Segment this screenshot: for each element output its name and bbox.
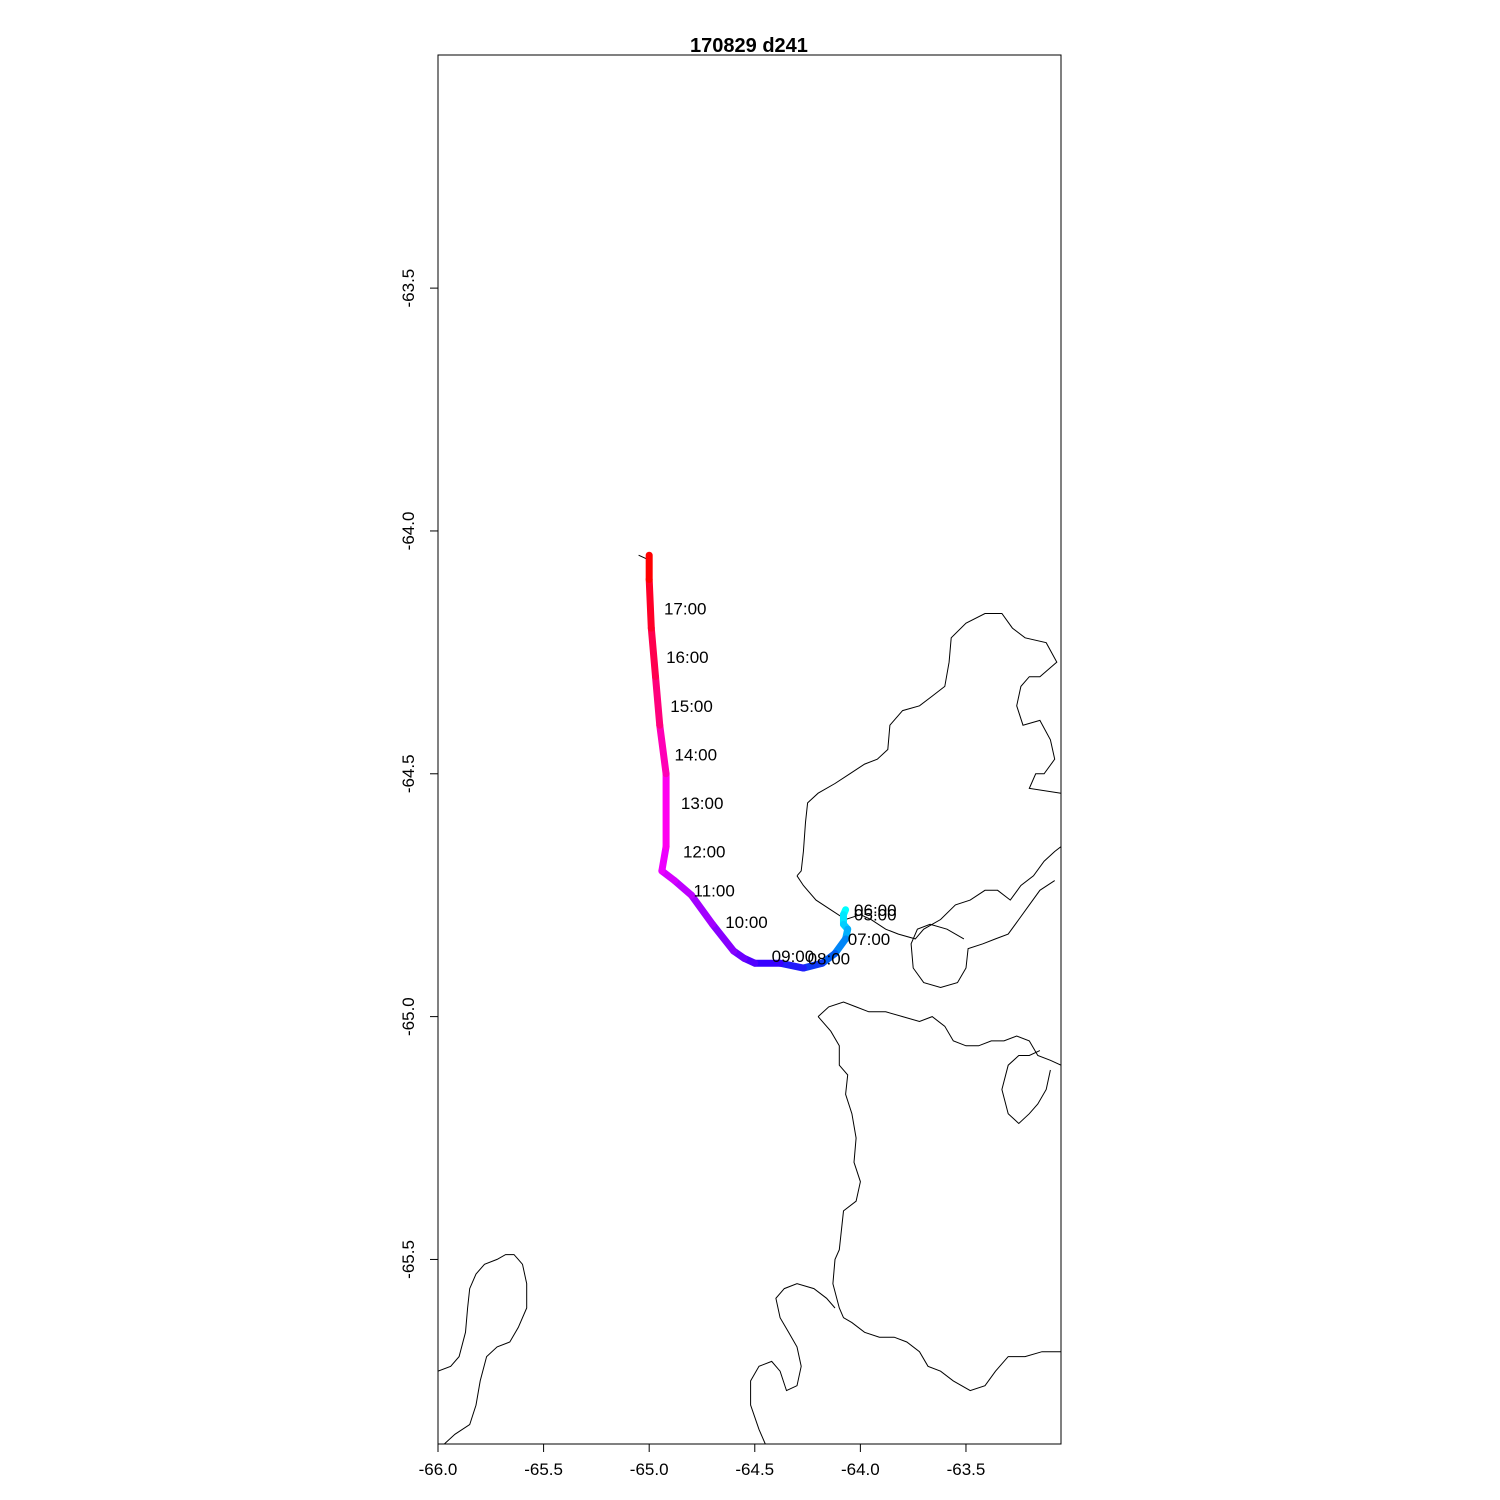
time-label: 13:00 — [681, 794, 724, 813]
time-label: 08:00 — [808, 949, 851, 968]
track-segment — [647, 624, 660, 681]
coastline-7 — [750, 1283, 836, 1444]
track-segment — [652, 673, 664, 729]
time-label: 06:00 — [854, 901, 897, 920]
map-title: 170829 d241 — [690, 35, 808, 57]
coastline-2 — [910, 880, 1055, 989]
time-label: 07:00 — [848, 930, 891, 949]
plot-frame — [437, 54, 1062, 1445]
y-tick-label: -64.5 — [399, 754, 418, 793]
coastline-layer — [438, 554, 1061, 1444]
time-label: 11:00 — [694, 881, 735, 900]
time-label: 17:00 — [664, 600, 707, 619]
time-label: 09:00 — [772, 947, 815, 966]
x-tick-label: -65.0 — [630, 1460, 669, 1479]
track-segment — [645, 576, 655, 632]
coastline-6 — [1001, 1050, 1051, 1125]
track-segment — [658, 843, 670, 875]
coastline-1 — [796, 846, 1061, 940]
track-layer — [645, 551, 852, 972]
x-tick-label: -64.5 — [735, 1460, 774, 1479]
track-segment — [671, 877, 695, 899]
y-tick-label: -63.5 — [399, 269, 418, 308]
coastline-8 — [438, 1254, 528, 1444]
track-segment — [709, 920, 738, 955]
x-tick-label: -65.5 — [524, 1460, 563, 1479]
y-tick-label: -64.0 — [399, 512, 418, 551]
coastline-4 — [817, 1016, 1061, 1392]
x-tick-label: -63.5 — [947, 1460, 986, 1479]
x-tick-label: -64.0 — [841, 1460, 880, 1479]
time-label: 10:00 — [725, 913, 768, 932]
time-label: 16:00 — [666, 648, 709, 667]
y-tick-label: -65.0 — [399, 997, 418, 1036]
time-label: 15:00 — [670, 697, 713, 716]
x-tick-label: -66.0 — [419, 1460, 458, 1479]
track-segment — [687, 891, 717, 928]
axis-layer: -66.0 -65.5 -65.0 -64.5 -64.0 -63.5 -63.5 -64.0… — [399, 269, 985, 1479]
time-label: 05:00 — [854, 906, 897, 925]
time-label: 14:00 — [675, 745, 718, 764]
track-segment — [776, 959, 807, 972]
time-label: 12:00 — [683, 842, 726, 861]
coastline-5 — [817, 1001, 1061, 1066]
track-segment — [656, 721, 670, 778]
y-tick-label: -65.5 — [399, 1240, 418, 1279]
coastline-0 — [796, 613, 1061, 877]
